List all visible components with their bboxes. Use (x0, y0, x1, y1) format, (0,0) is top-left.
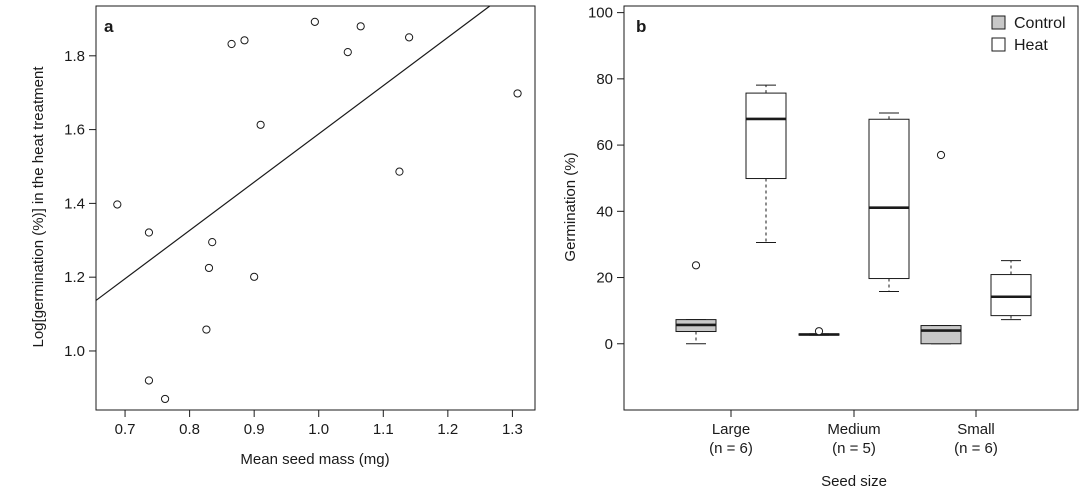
box-control-medium (798, 327, 840, 336)
b-x-category-count: (n = 5) (832, 440, 876, 457)
legend-swatch-heat (991, 37, 1006, 52)
legend-label-heat: Heat (1014, 37, 1048, 54)
scatter-point (395, 167, 404, 176)
b-x-category-count: (n = 6) (954, 440, 998, 457)
a-x-tick-label: 0.8 (179, 421, 200, 438)
scatter-point (202, 325, 211, 334)
panel-b-x-axis-label: Seed size (821, 473, 887, 490)
panel-a-x-axis-label: Mean seed mass (mg) (240, 451, 389, 468)
a-x-tick-label: 0.9 (244, 421, 265, 438)
scatter-point (160, 394, 170, 404)
scatter-point (256, 120, 265, 129)
a-y-tick-label: 1.4 (64, 195, 85, 212)
b-x-category-label: Large (712, 421, 750, 438)
panel-b-letter: b (636, 17, 646, 36)
box-control-small (920, 150, 962, 345)
box-heat-medium (868, 112, 910, 292)
legend-label-control: Control (1014, 15, 1066, 32)
scatter-point (250, 272, 259, 281)
scatter-point (310, 17, 319, 26)
b-y-tick-label: 0 (605, 336, 613, 353)
a-y-tick-label: 1.8 (64, 48, 85, 65)
panel-b-y-axis: 0 20 40 60 80 100 (588, 5, 624, 353)
scatter-point (144, 376, 154, 385)
box-body (990, 274, 1032, 317)
b-y-tick-label: 40 (596, 203, 613, 220)
scatter-point (343, 48, 352, 57)
a-x-tick-label: 1.2 (437, 421, 458, 438)
panel-b-plot-frame (623, 5, 1079, 411)
panel-b-boxes (675, 84, 1032, 345)
a-x-tick-label: 1.0 (308, 421, 329, 438)
box-outlier (691, 261, 701, 270)
b-x-category-label: Small (957, 421, 995, 438)
panel-a-plot-frame (95, 5, 536, 411)
panel-b-y-axis-label: Germination (%) (562, 152, 579, 261)
a-y-tick-label: 1.6 (64, 122, 85, 139)
scatter-point (513, 89, 522, 98)
scatter-point (144, 228, 154, 237)
b-y-tick-label: 60 (596, 137, 613, 154)
panel-b-boxplot: b 0 20 40 60 80 100 Large (n = 6) Medium (n = 5)… (562, 5, 1079, 490)
box-body (868, 118, 910, 280)
b-x-category-label: Medium (827, 421, 880, 438)
panel-b-x-axis: Large (n = 6) Medium (n = 5) Small (n = 6) (709, 410, 998, 457)
scatter-point (113, 200, 122, 209)
panel-a-fit-line (95, 5, 491, 301)
box-body (745, 92, 787, 180)
b-y-tick-label: 20 (596, 270, 613, 287)
panel-a-letter: a (104, 17, 114, 36)
panel-a-scatter: a 0.7 0.8 0.9 1.0 1.1 1.2 1.3 1.01.21.41.61.8 … (30, 5, 536, 468)
a-x-tick-label: 0.7 (115, 421, 136, 438)
a-x-tick-label: 1.1 (373, 421, 394, 438)
box-outlier (936, 150, 946, 160)
box-body (920, 325, 962, 345)
box-control-large (675, 261, 717, 345)
scatter-point (240, 36, 249, 45)
scatter-point (405, 33, 414, 42)
panel-a-y-axis: 1.0 1.2 1.4 1.6 1.8 (64, 48, 96, 360)
panel-a-points (113, 17, 522, 404)
panel-a-y-axis-label: Log[germination (%)] in the heat treatme… (30, 66, 47, 348)
a-y-tick-label: 1.0 (64, 343, 85, 360)
scatter-point (204, 263, 214, 273)
scatter-point (208, 238, 217, 247)
b-x-category-count: (n = 6) (709, 440, 753, 457)
box-heat-large (745, 84, 787, 243)
scatter-point (227, 39, 236, 49)
panel-a-x-axis: 0.7 0.8 0.9 1.0 1.1 1.2 1.3 (115, 410, 523, 438)
b-y-tick-label: 80 (596, 71, 613, 88)
scatter-point (356, 22, 365, 31)
box-outlier (814, 327, 824, 336)
a-y-tick-label: 1.2 (64, 269, 85, 286)
legend-swatch-control (991, 15, 1006, 30)
panel-b-legend: Control Heat (991, 15, 1066, 54)
box-heat-small (990, 260, 1032, 321)
a-x-tick-label: 1.3 (502, 421, 523, 438)
b-y-tick-label: 100 (588, 5, 613, 22)
